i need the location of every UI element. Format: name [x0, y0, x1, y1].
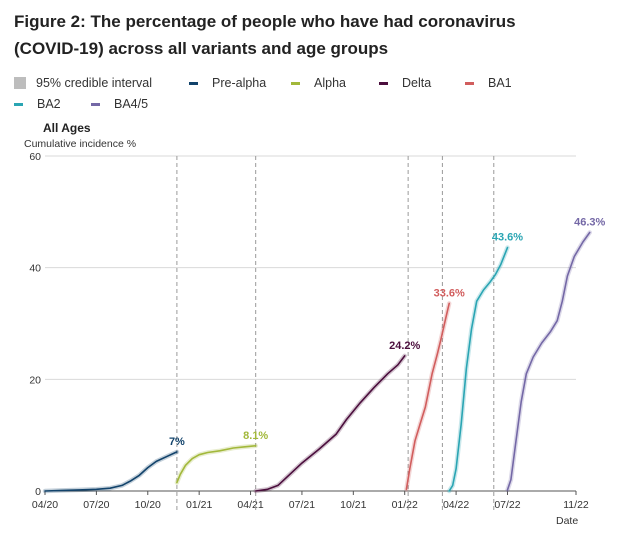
legend-item-ba2[interactable]: BA2 — [14, 97, 61, 111]
end-label-delta: 24.2% — [389, 340, 420, 352]
legend-item-alpha[interactable]: Alpha — [291, 76, 346, 90]
ci-band-prealpha — [42, 449, 180, 494]
panel-title: All Ages — [43, 121, 91, 135]
end-label-ba2: 43.6% — [492, 232, 523, 244]
end-label-ba45: 46.3% — [574, 216, 605, 228]
legend-swatch-pre-alpha — [189, 81, 198, 85]
series-line-ba45 — [506, 231, 591, 491]
legend-label-delta: Delta — [402, 76, 432, 90]
end-label-alpha: 8.1% — [243, 430, 268, 442]
y-tick-label-0: 0 — [35, 486, 41, 498]
legend-label-alpha: Alpha — [314, 76, 346, 90]
x-tick-label-8: 04/22 — [443, 499, 469, 511]
y-tick-label-20: 20 — [29, 374, 41, 386]
legend-item-delta[interactable]: Delta — [379, 76, 431, 90]
x-tick-label-0: 04/20 — [32, 499, 58, 511]
x-axis-title: Date — [556, 515, 579, 527]
legend-swatch-alpha — [291, 81, 300, 85]
legend-item-ba1[interactable]: BA1 — [465, 76, 512, 90]
y-tick-label-60: 60 — [29, 151, 41, 163]
figure-title-line2: (COVID-19) across all variants and age g… — [14, 39, 389, 58]
series-line-ba1 — [405, 302, 450, 491]
x-tick-label-1: 07/20 — [83, 499, 109, 511]
legend-label-pre-alpha: Pre-alpha — [212, 76, 267, 90]
figure-title-line1: Figure 2: The percentage of people who h… — [14, 12, 516, 31]
y-tick-label-40: 40 — [29, 263, 41, 275]
legend-swatch-ba2 — [14, 102, 23, 106]
legend-label-ci: 95% credible interval — [36, 76, 153, 90]
legend-item-ci[interactable]: 95% credible interval — [14, 76, 152, 90]
x-tick-label-3: 01/21 — [186, 499, 212, 511]
series-line-delta — [254, 355, 406, 492]
x-tick-label-4: 04/21 — [237, 499, 263, 511]
series-line-ba2 — [448, 246, 509, 492]
legend-label-ba1: BA1 — [488, 76, 512, 90]
legend-item-ba45[interactable]: BA4/5 — [91, 97, 148, 111]
x-tick-label-5: 07/21 — [289, 499, 315, 511]
end-label-prealpha: 7% — [169, 436, 185, 448]
ci-band-delta — [253, 353, 407, 494]
x-tick-label-10: 11/22 — [563, 499, 589, 511]
series-line-prealpha — [44, 451, 178, 492]
end-label-ba1: 33.6% — [434, 287, 465, 299]
legend-label-ba2: BA2 — [37, 97, 61, 111]
legend-label-ba45: BA4/5 — [114, 97, 149, 111]
ci-band-ba45 — [505, 230, 592, 493]
legend-swatch-ba1 — [465, 81, 474, 85]
x-tick-label-9: 07/22 — [494, 499, 520, 511]
x-tick-label-7: 01/22 — [392, 499, 418, 511]
y-axis-title: Cumulative incidence % — [24, 138, 137, 150]
legend-swatch-delta — [379, 81, 388, 85]
x-tick-label-6: 10/21 — [340, 499, 366, 511]
series-line-alpha — [176, 445, 257, 484]
figure-title: Figure 2: The percentage of people who h… — [14, 8, 614, 62]
x-tick-label-2: 10/20 — [135, 499, 161, 511]
legend-item-pre-alpha[interactable]: Pre-alpha — [189, 76, 266, 90]
legend-swatch-ba45 — [91, 102, 100, 106]
legend-swatch-ci — [14, 77, 26, 89]
